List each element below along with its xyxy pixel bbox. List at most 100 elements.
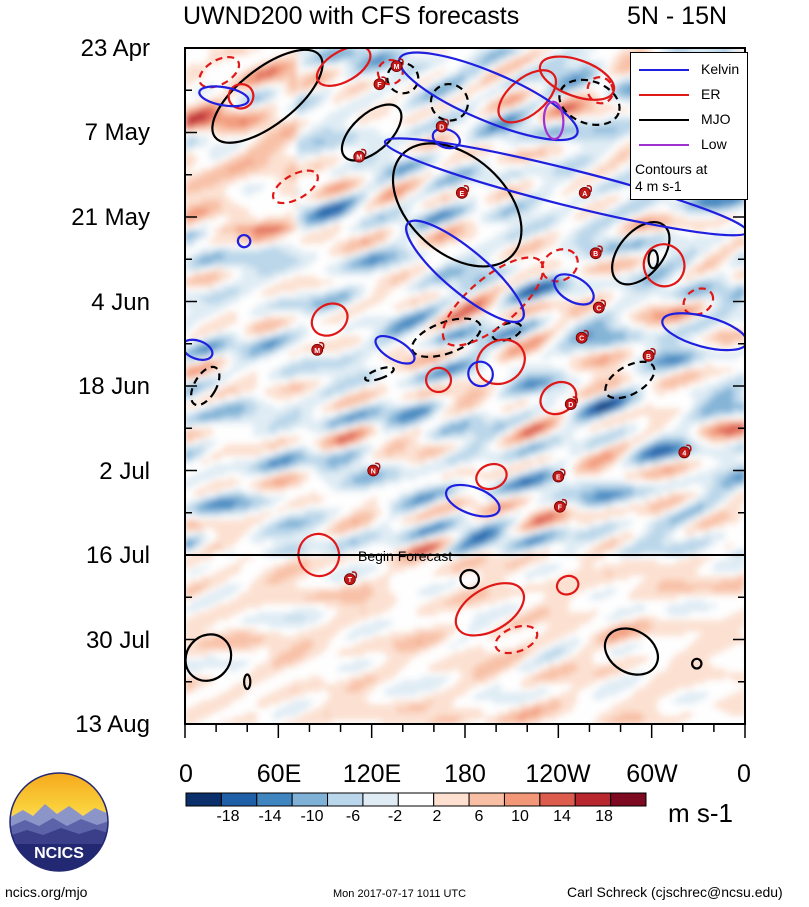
storm-marker: F (553, 498, 568, 513)
contour-mjo (647, 249, 659, 270)
y-tick-label: 21 May (71, 204, 150, 231)
colorbar-label: 14 (553, 808, 571, 825)
colorbar-swatch (468, 792, 505, 807)
y-tick-label: 30 Jul (85, 627, 150, 654)
colorbar-swatch (256, 792, 293, 807)
storm-marker-arm (381, 76, 387, 84)
legend-swatch (639, 94, 689, 96)
storm-marker-label: F (558, 505, 563, 512)
colorbar-swatch (397, 792, 435, 807)
storm-marker-arm (560, 468, 566, 476)
storm-marker: E (455, 184, 470, 199)
storm-marker-dot (367, 464, 380, 477)
colorbar-swatch (503, 792, 541, 807)
colorbar-label: -14 (258, 808, 282, 825)
storm-marker-dot (373, 78, 386, 91)
storm-marker-label: M (356, 155, 362, 162)
x-tick-label: 0 (179, 760, 193, 788)
storm-marker-dot (311, 343, 324, 356)
storm-marker-label: M (394, 64, 400, 71)
contour-mjo (459, 568, 481, 590)
storm-marker-arm (463, 184, 470, 193)
storm-marker: 4 (678, 444, 692, 459)
colorbar-swatch (327, 792, 364, 807)
storm-marker: B (589, 245, 603, 260)
contour-mjo (211, 48, 324, 144)
contour-er (310, 302, 349, 337)
colorbar-swatch (291, 792, 329, 807)
storm-marker: M (353, 148, 367, 163)
legend-note: Contours at 4 m s-1 (635, 161, 707, 195)
storm-marker-arm (398, 58, 404, 66)
colorbar-label: 18 (595, 808, 613, 825)
units-label: m s-1 (668, 798, 733, 828)
storm-marker: M (311, 341, 325, 356)
storm-marker-label: B (593, 251, 598, 258)
contour-mjo (364, 366, 395, 382)
contour-er (227, 83, 255, 110)
footer-url: ncics.org/mjo (5, 884, 88, 900)
contour-er (475, 462, 508, 491)
storm-marker: A (578, 184, 593, 199)
storm-marker-dot (575, 331, 588, 344)
legend-label: Kelvin (701, 61, 740, 77)
legend-item-mjo: MJO (639, 111, 747, 129)
legend-swatch (639, 69, 689, 71)
storm-marker-dot (390, 60, 403, 73)
legend-item-low: Low (639, 136, 747, 154)
storm-marker: T (343, 571, 358, 586)
wave-contours (185, 48, 745, 691)
storm-marker-arm (586, 184, 593, 193)
contour-er (586, 76, 615, 105)
storm-marker-arm (351, 571, 358, 579)
x-tick-label: 180 (444, 760, 486, 788)
storm-marker: B (642, 347, 656, 362)
storm-marker-label: C (579, 336, 584, 343)
contour-er (425, 366, 453, 394)
contour-kelvin (405, 219, 525, 324)
storm-marker-dot (642, 349, 655, 362)
colorbar-label: 2 (432, 808, 442, 825)
storm-marker-arm (600, 299, 607, 307)
storm-marker: M (390, 58, 404, 73)
colorbar-swatch (574, 792, 612, 807)
x-tick-label: 60W (626, 760, 678, 788)
storm-marker-dot (678, 446, 691, 459)
chart-title: UWND200 with CFS forecasts (183, 2, 520, 30)
storm-marker-dot (455, 186, 468, 199)
storm-marker-arm (561, 498, 568, 506)
contour-er (315, 48, 372, 87)
contour-er (475, 338, 526, 386)
storm-marker-dot (578, 186, 591, 199)
axis-ticks (184, 47, 746, 738)
footer-author: Carl Schreck (cjschrec@ncsu.edu) (567, 884, 783, 900)
storm-marker-arm (686, 444, 692, 452)
contour-er (271, 169, 319, 205)
storm-marker: D (435, 118, 449, 133)
contour-mjo (185, 633, 233, 682)
contour-kelvin (374, 334, 416, 365)
colorbar-label: 10 (511, 808, 529, 825)
storm-marker: N (367, 462, 381, 477)
storm-marker-arm (361, 148, 367, 156)
y-tick-label: 4 Jun (91, 289, 150, 316)
colorbar-swatch (185, 792, 222, 807)
storm-marker-label: E (556, 475, 561, 482)
y-tick-label: 13 Aug (75, 711, 150, 738)
contour-mjo (691, 657, 703, 670)
chart-region: 5N - 15N (627, 2, 728, 30)
contour-er (555, 574, 580, 596)
y-tick-label: 16 Jul (85, 542, 150, 569)
legend-item-kelvin: Kelvin (639, 61, 747, 79)
storm-marker-arm (583, 329, 589, 337)
legend-swatch (639, 144, 689, 146)
storm-marker-label: N (371, 469, 376, 476)
storm-marker-label: E (460, 191, 465, 198)
ncics-logo: NCICS (9, 772, 109, 872)
contour-kelvin (236, 233, 252, 249)
contour-kelvin (444, 483, 501, 518)
contour-mjo (611, 221, 671, 286)
storm-marker-label: 4 (682, 450, 686, 457)
storm-marker-dot (343, 573, 356, 586)
contour-kelvin (552, 273, 595, 306)
